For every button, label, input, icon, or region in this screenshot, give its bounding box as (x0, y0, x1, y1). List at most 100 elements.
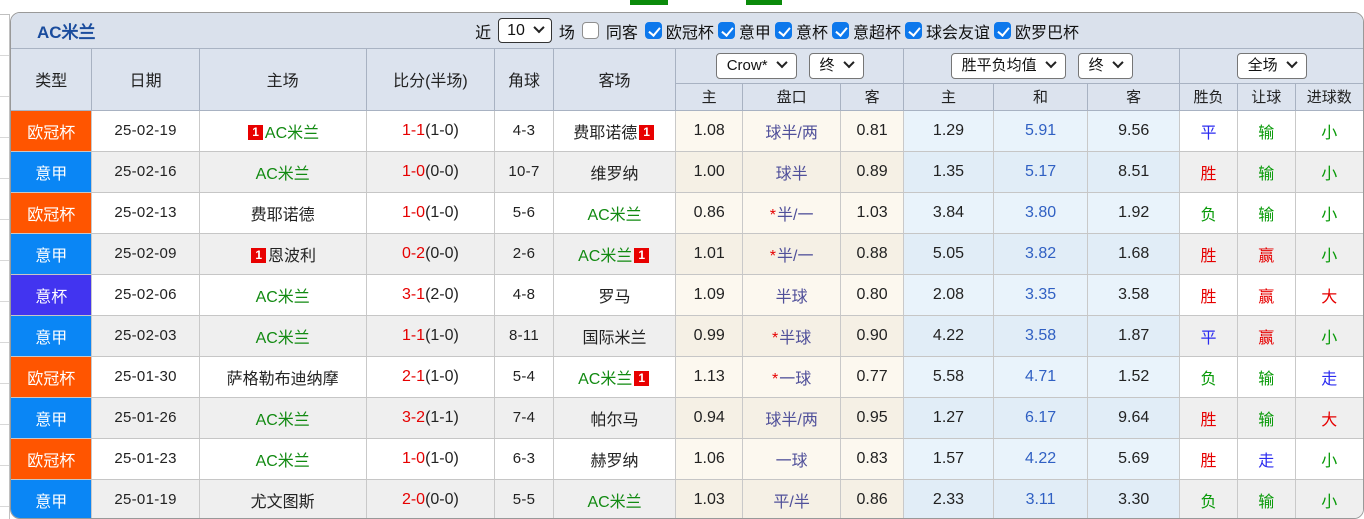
red-card-badge: 1 (634, 247, 650, 263)
goals-outcome: 小 (1295, 233, 1363, 275)
average-group-header: 胜平负均值 终 (903, 49, 1181, 84)
home-team: AC米兰 (199, 151, 367, 193)
handicap-odds-home: 1.00 (675, 151, 744, 193)
chevron-down-icon (1044, 57, 1057, 69)
match-score: 2-0(0-0) (366, 479, 496, 518)
clipped-left-table-edge (0, 14, 10, 519)
league-badge: 意甲 (11, 315, 93, 357)
goals-outcome: 走 (1295, 356, 1363, 398)
chevron-down-icon (775, 57, 788, 69)
league-checkbox-label: 意超杯 (852, 24, 901, 42)
league-checkbox-3[interactable] (831, 22, 849, 39)
avg-home-odds: 1.35 (903, 151, 995, 193)
red-card-badge: 1 (634, 370, 650, 386)
col-header-date: 日期 (91, 49, 200, 111)
match-date: 25-02-13 (91, 192, 200, 234)
league-checkbox-5[interactable] (993, 22, 1011, 39)
handicap-odds-away: 0.77 (840, 356, 904, 398)
league-checkbox-4[interactable] (904, 22, 922, 39)
sub-header-result: 胜负 (1179, 83, 1238, 111)
goals-outcome: 小 (1295, 192, 1363, 234)
avg-away-odds: 3.58 (1087, 274, 1181, 316)
home-team: 1 AC米兰 (199, 110, 367, 152)
handicap-outcome: 输 (1237, 397, 1296, 439)
match-row: 意甲 25-02-16 AC米兰 1-0(0-0) 10-7 维罗纳 1.00 球半 0.89 1… (11, 151, 1363, 193)
handicap-odds-away: 0.95 (840, 397, 904, 439)
league-checkbox-label: 欧罗巴杯 (1014, 24, 1079, 42)
home-team: AC米兰 (199, 274, 367, 316)
match-score: 1-1(1-0) (366, 315, 496, 357)
result-outcome: 胜 (1179, 233, 1238, 275)
handicap-outcome: 输 (1237, 479, 1296, 518)
match-score: 1-1(1-0) (366, 110, 496, 152)
handicap-outcome: 赢 (1237, 274, 1296, 316)
result-outcome: 负 (1179, 192, 1238, 234)
handicap-odds-away: 0.83 (840, 438, 904, 480)
avg-home-odds: 3.84 (903, 192, 995, 234)
away-team: 罗马 (553, 274, 677, 316)
league-checkbox-1[interactable] (717, 22, 735, 39)
result-outcome: 胜 (1179, 397, 1238, 439)
handicap-odds-away: 0.89 (840, 151, 904, 193)
handicap-line: *半/一 (742, 233, 842, 275)
handicap-group-header: Crow* 终 (675, 49, 904, 84)
avg-draw-odds: 6.17 (993, 397, 1089, 439)
odds-company-select[interactable]: Crow* (715, 52, 797, 79)
avg-draw-odds: 3.35 (993, 274, 1089, 316)
avg-away-odds: 1.92 (1087, 192, 1181, 234)
corners: 4-8 (494, 274, 554, 316)
odds-final-select-1[interactable]: 终 (808, 52, 864, 79)
match-row: 意甲 25-01-26 AC米兰 3-2(1-1) 7-4 帕尔马 0.94 球半/两 0.95… (11, 397, 1363, 439)
handicap-odds-home: 0.94 (675, 397, 744, 439)
handicap-outcome: 赢 (1237, 315, 1296, 357)
corners: 5-6 (494, 192, 554, 234)
handicap-odds-home: 1.08 (675, 110, 744, 152)
handicap-line: *一球 (742, 356, 842, 398)
away-team: 维罗纳 (553, 151, 677, 193)
match-score: 1-0(1-0) (366, 438, 496, 480)
handicap-odds-home: 1.13 (675, 356, 744, 398)
handicap-outcome: 赢 (1237, 233, 1296, 275)
away-team: AC米兰 (553, 479, 677, 518)
league-checkbox-2[interactable] (774, 22, 792, 39)
match-score: 3-1(2-0) (366, 274, 496, 316)
match-date: 25-02-16 (91, 151, 200, 193)
league-checkbox-0[interactable] (644, 22, 662, 39)
avg-draw-odds: 3.82 (993, 233, 1089, 275)
sub-header-handicap-home: 主 (675, 83, 744, 111)
league-filter-group: 欧冠杯 意甲 意杯 意超杯 球会友谊 欧罗巴杯 (644, 19, 1081, 43)
sub-header-avg-home: 主 (903, 83, 995, 111)
sub-header-goals: 进球数 (1295, 83, 1363, 111)
scope-select[interactable]: 全场 (1236, 52, 1307, 79)
league-badge: 意甲 (11, 479, 93, 518)
avg-draw-odds: 4.22 (993, 438, 1089, 480)
league-checkbox-label: 意甲 (738, 24, 771, 42)
corners: 10-7 (494, 151, 554, 193)
avg-home-odds: 2.33 (903, 479, 995, 518)
match-date: 25-02-09 (91, 233, 200, 275)
result-outcome: 平 (1179, 110, 1238, 152)
match-score: 0-2(0-0) (366, 233, 496, 275)
handicap-odds-away: 0.90 (840, 315, 904, 357)
avg-draw-odds: 3.80 (993, 192, 1089, 234)
col-header-away: 客场 (553, 49, 677, 111)
away-team: AC米兰 (553, 192, 677, 234)
match-score: 2-1(1-0) (366, 356, 496, 398)
clipped-button-fragment (746, 0, 782, 5)
chevron-down-icon (1285, 57, 1298, 69)
match-history-panel: AC米兰 近 10 场 同客 欧冠杯 意甲 意杯 意超杯 球会友谊 欧罗巴杯 (10, 12, 1364, 519)
odds-final-select-2[interactable]: 终 (1077, 52, 1133, 79)
match-row: 意杯 25-02-06 AC米兰 3-1(2-0) 4-8 罗马 1.09 半球 0.80 2.0… (11, 274, 1363, 316)
corners: 2-6 (494, 233, 554, 275)
chevron-down-icon (842, 57, 855, 69)
average-mode-select[interactable]: 胜平负均值 (950, 52, 1066, 79)
league-badge: 欧冠杯 (11, 438, 93, 480)
handicap-odds-away: 0.81 (840, 110, 904, 152)
handicap-line: 一球 (742, 438, 842, 480)
col-header-corners: 角球 (494, 49, 554, 111)
same-venue-checkbox[interactable] (581, 22, 599, 39)
handicap-odds-away: 1.03 (840, 192, 904, 234)
avg-home-odds: 5.05 (903, 233, 995, 275)
result-outcome: 胜 (1179, 438, 1238, 480)
recent-count-select[interactable]: 10 (498, 17, 552, 44)
